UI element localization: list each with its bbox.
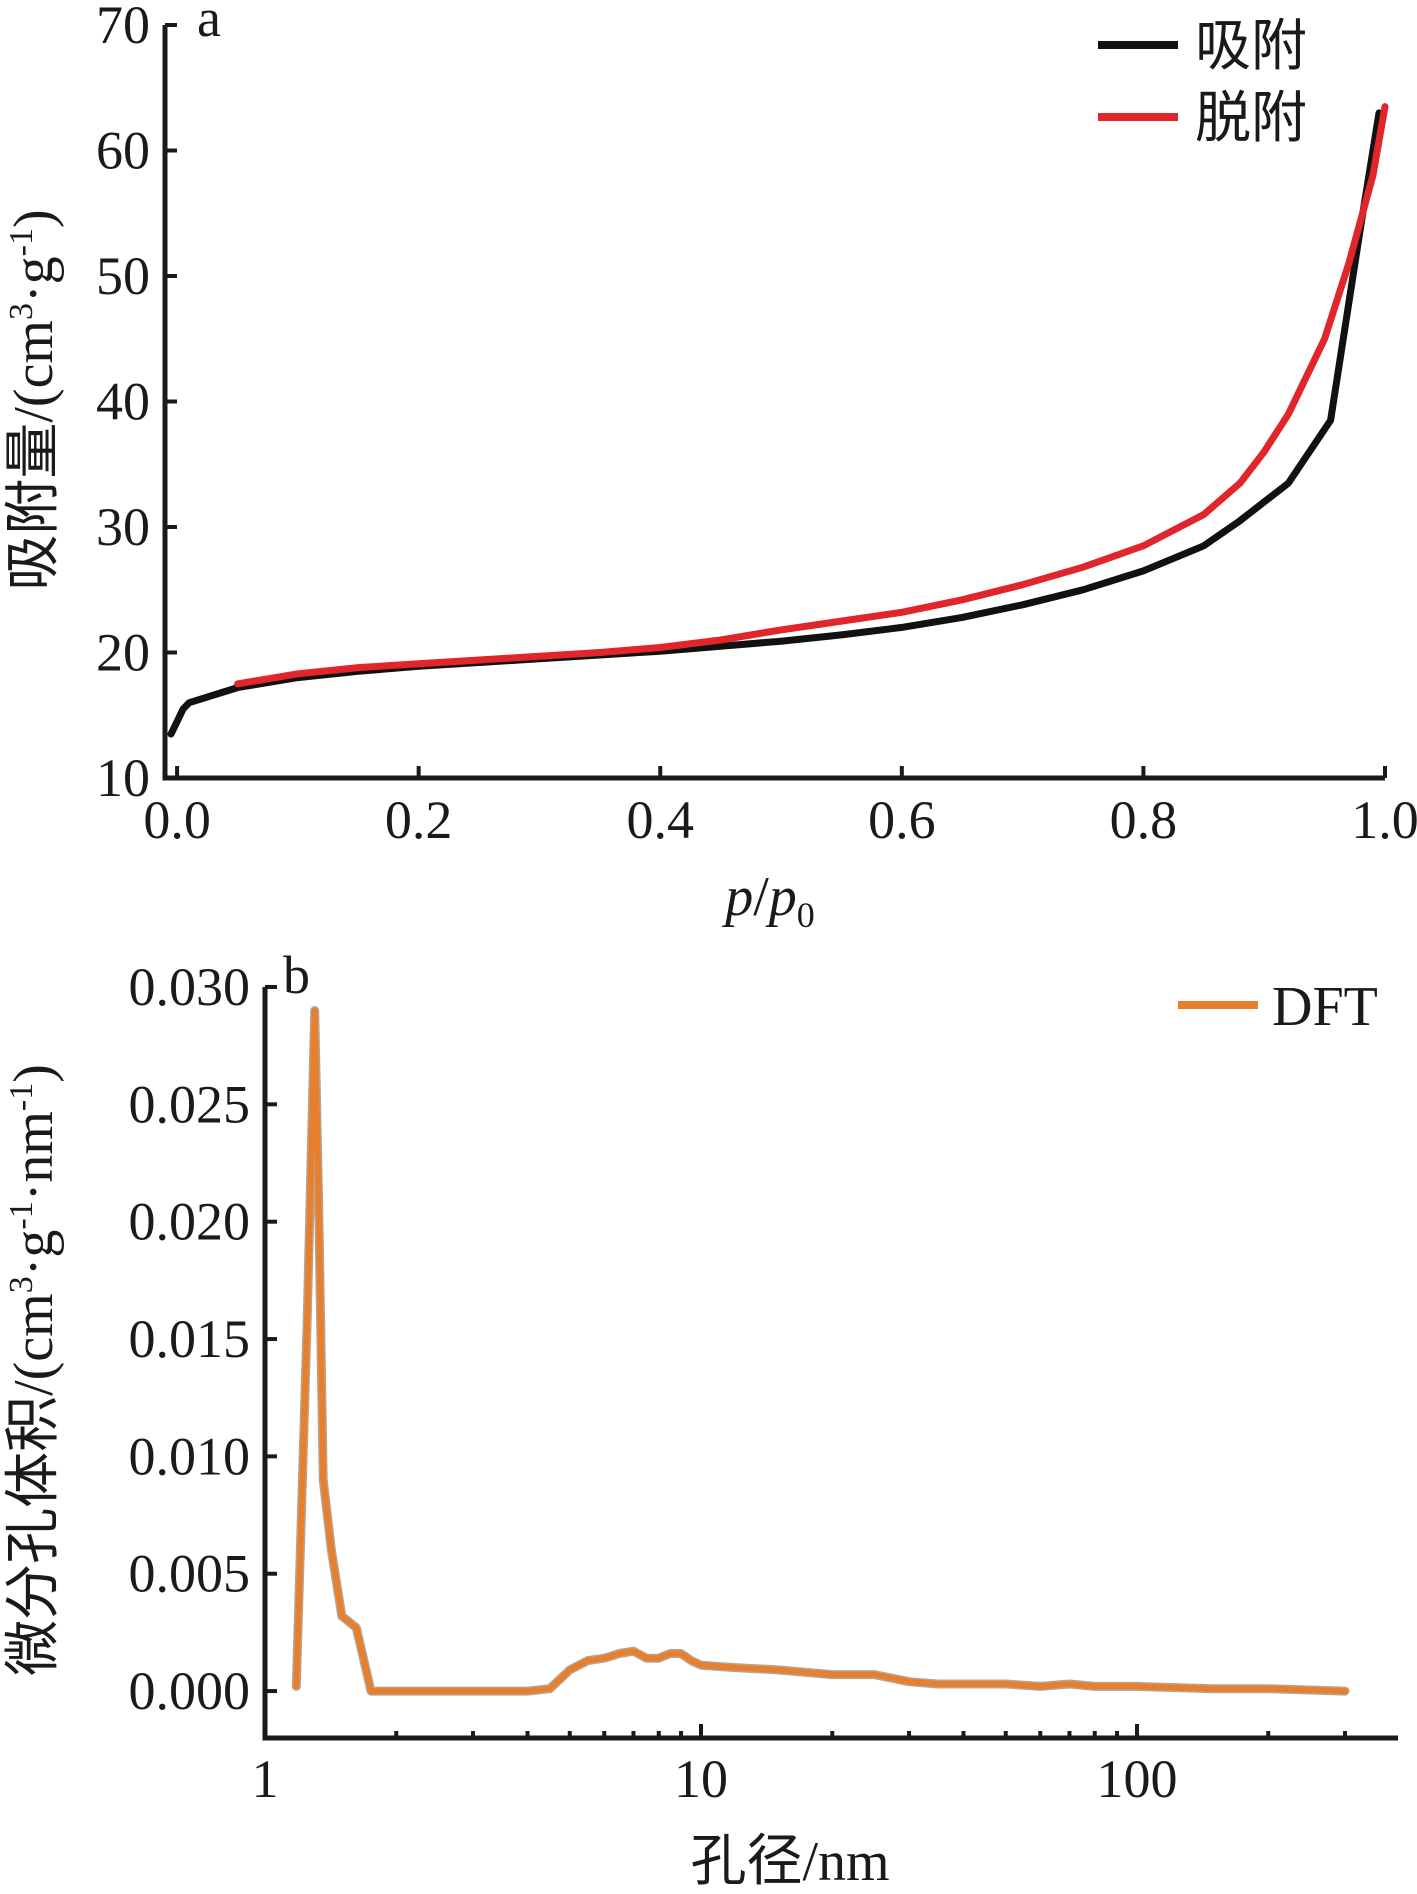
- x-tick-label: 1.0: [1351, 790, 1417, 850]
- x-tick-label: 0.2: [385, 790, 453, 850]
- series-line-dft: [293, 1007, 1348, 1695]
- chart-b-y-axis-label: 微分孔体积/(cm3·g-1·nm-1): [3, 1064, 65, 1676]
- y-tick-label: 70: [96, 0, 150, 55]
- x-tick-label: 0.0: [143, 790, 211, 850]
- chart-b-x-ticks: 1 10 100: [252, 1724, 1348, 1809]
- chart-b-axes: [262, 987, 1398, 1741]
- chart-a-y-axis-label: 吸附量/(cm3·g-1): [3, 209, 65, 590]
- x-tick-label: 0.6: [868, 790, 936, 850]
- chart-a-x-ticks: 0.0 0.2 0.4 0.6 0.8 1.0: [143, 766, 1417, 850]
- chart-a-y-ticks: 10 20 30 40 50 60 70: [96, 0, 177, 808]
- chart-a-legend: 吸附 脱附: [1098, 16, 1307, 150]
- y-tick-label: 60: [96, 121, 150, 181]
- x-tick-label: 10: [674, 1749, 728, 1809]
- y-tick-label: 50: [96, 246, 150, 306]
- legend-label-dft: DFT: [1272, 976, 1378, 1038]
- y-tick-label: 0.030: [129, 957, 251, 1017]
- y-tick-label: 30: [96, 497, 150, 557]
- legend-label-desorption: 脱附: [1195, 88, 1307, 150]
- chart-b-panel-label: b: [283, 945, 310, 1005]
- series-line-desorption: [234, 103, 1389, 688]
- y-tick-label: 0.005: [129, 1544, 251, 1604]
- chart-b: 1 10 100 0.0000.0050.0100.0150.0200.0250.0…: [3, 945, 1398, 1893]
- chart-b-plot: [291, 1006, 1350, 1696]
- x-tick-label: 0.8: [1110, 790, 1178, 850]
- y-tick-label: 40: [96, 372, 150, 432]
- y-tick-label: 0.025: [129, 1074, 251, 1134]
- chart-a-panel-label: a: [197, 0, 221, 48]
- chart-b-legend: DFT: [1178, 976, 1378, 1038]
- y-tick-label: 0.020: [129, 1192, 251, 1252]
- chart-a-x-axis-label: p/p0: [721, 866, 815, 935]
- legend-label-adsorption: 吸附: [1195, 16, 1307, 78]
- y-tick-label: 0.010: [129, 1426, 251, 1486]
- y-tick-label: 0.015: [129, 1309, 251, 1369]
- chart-b-x-axis-label: 孔径/nm: [690, 1831, 889, 1893]
- y-tick-label: 10: [96, 748, 150, 808]
- chart-b-y-ticks: 0.000 0.005 0.010 0.015 0.020 0.025 0.030: [129, 957, 277, 1721]
- y-tick-label: 0.000: [129, 1661, 251, 1721]
- series-line-dft-shadow: [291, 1006, 1350, 1696]
- x-tick-label: 1: [252, 1749, 279, 1809]
- y-tick-label: 20: [96, 623, 150, 683]
- chart-a-gridless-plot: [167, 103, 1389, 738]
- series-line-adsorption: [167, 109, 1383, 738]
- chart-a: 0.0 0.2 0.4 0.6 0.8 1.0 10 20 30 40 50 60 70 a 吸附 脱…: [3, 0, 1417, 935]
- x-tick-label: 100: [1097, 1749, 1178, 1809]
- x-tick-label: 0.4: [626, 790, 694, 850]
